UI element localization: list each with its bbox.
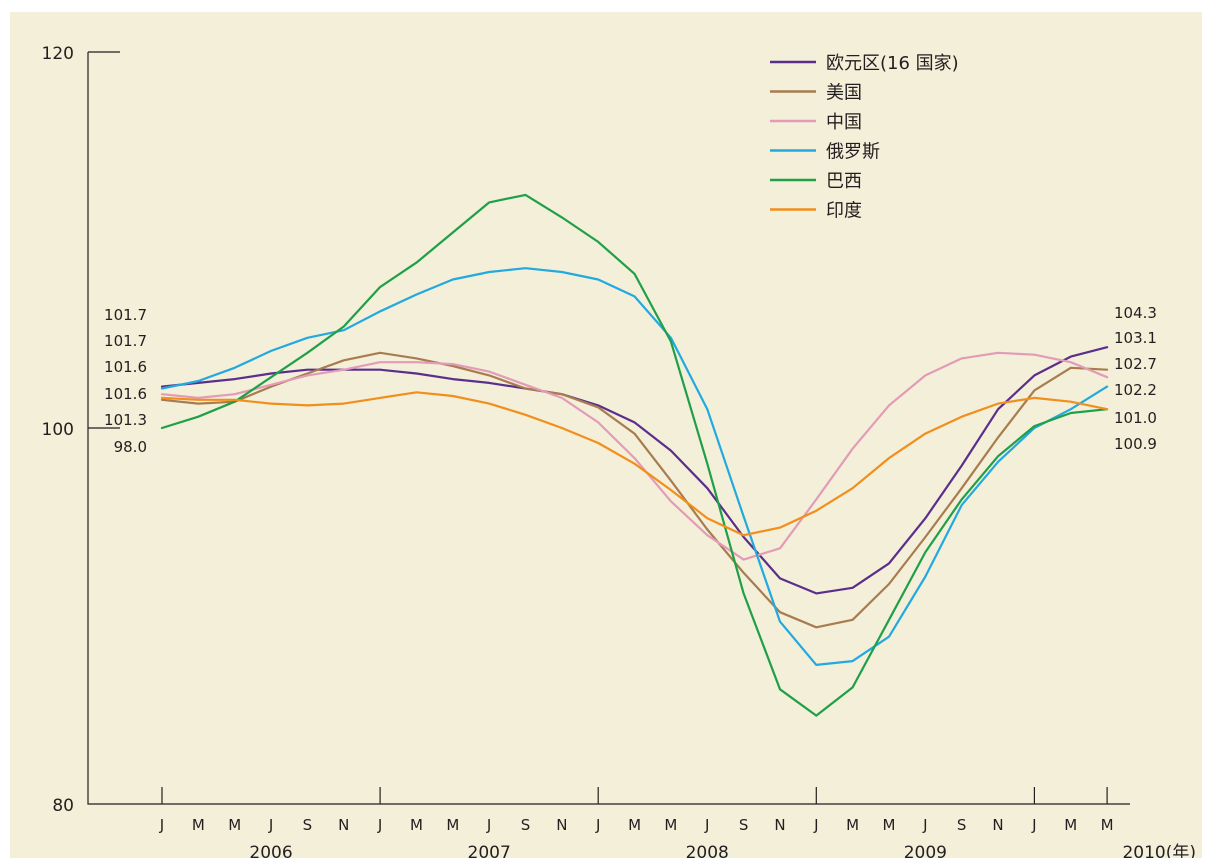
x-month-label: J bbox=[268, 816, 273, 834]
x-month-label: N bbox=[556, 816, 567, 834]
end-value-label: 104.3 bbox=[1114, 304, 1157, 322]
series-lines bbox=[160, 193, 1109, 717]
series-line bbox=[160, 193, 1109, 717]
start-value-label: 101.7 bbox=[104, 306, 147, 324]
x-month-label: S bbox=[739, 816, 749, 834]
x-month-label: N bbox=[774, 816, 785, 834]
legend-label: 巴西 bbox=[826, 171, 862, 192]
series-line bbox=[160, 346, 1109, 595]
x-month-label: M bbox=[1101, 816, 1114, 834]
start-value-label: 98.0 bbox=[114, 438, 147, 456]
legend-label: 俄罗斯 bbox=[826, 142, 880, 163]
axes bbox=[87, 51, 1130, 805]
x-month-label: S bbox=[303, 816, 313, 834]
series-line bbox=[160, 267, 1109, 667]
x-month-label: J bbox=[813, 816, 818, 834]
x-month-label: S bbox=[957, 816, 967, 834]
x-year-label: 2009 bbox=[904, 843, 947, 858]
x-unit-label: 2010(年) bbox=[1122, 843, 1196, 858]
x-month-label: S bbox=[521, 816, 531, 834]
legend-label: 美国 bbox=[826, 83, 862, 104]
x-month-label: M bbox=[446, 816, 459, 834]
x-month-label: J bbox=[159, 816, 164, 834]
y-tick-label: 80 bbox=[52, 796, 74, 816]
x-year-label: 2006 bbox=[249, 843, 292, 858]
end-value-label: 103.1 bbox=[1114, 329, 1157, 347]
x-month-label: J bbox=[1031, 816, 1036, 834]
x-month-label: M bbox=[228, 816, 241, 834]
x-year-label: 2007 bbox=[468, 843, 511, 858]
x-month-label: M bbox=[846, 816, 859, 834]
line-chart: 80 100 120 J M M J S N J M M J S N J M M J S N J M M J S N J M M 2006 2… bbox=[42, 44, 1196, 863]
series-line bbox=[160, 391, 1109, 537]
x-month-label: N bbox=[992, 816, 1003, 834]
end-value-label: 101.0 bbox=[1114, 409, 1157, 427]
chart-background: 80 100 120 J M M J S N J M M J S N J M M J S N J M M J S N J M M 2006 2… bbox=[10, 12, 1202, 863]
value-labels: 101.7 101.7 101.6 101.6 101.3 98.0 104.3 103.1 1… bbox=[104, 304, 1157, 456]
legend-label: 印度 bbox=[826, 201, 862, 222]
series-line bbox=[160, 351, 1109, 561]
end-value-label: 102.7 bbox=[1114, 355, 1157, 373]
end-value-label: 102.2 bbox=[1114, 381, 1157, 399]
y-tick-label: 120 bbox=[42, 44, 74, 64]
x-month-label: M bbox=[192, 816, 205, 834]
x-month-label: J bbox=[377, 816, 382, 834]
x-month-label: J bbox=[486, 816, 491, 834]
x-month-label: M bbox=[883, 816, 896, 834]
start-value-label: 101.7 bbox=[104, 332, 147, 350]
start-value-label: 101.6 bbox=[104, 385, 147, 403]
end-value-label: 100.9 bbox=[1114, 435, 1157, 453]
legend-label: 中国 bbox=[826, 112, 862, 133]
ticks: 80 100 120 J M M J S N J M M J S N J M M J S N J M M J S N J M M 2006 2… bbox=[42, 44, 1196, 863]
x-month-label: M bbox=[664, 816, 677, 834]
x-month-label: M bbox=[628, 816, 641, 834]
x-year-label: 2008 bbox=[686, 843, 729, 858]
y-tick-label: 100 bbox=[42, 420, 74, 440]
x-month-label: J bbox=[922, 816, 927, 834]
series-line bbox=[160, 351, 1109, 629]
start-value-label: 101.3 bbox=[104, 411, 147, 429]
x-month-label: M bbox=[1064, 816, 1077, 834]
x-month-label: J bbox=[704, 816, 709, 834]
x-month-label: M bbox=[410, 816, 423, 834]
axis-lines bbox=[87, 52, 1130, 805]
x-month-label: N bbox=[338, 816, 349, 834]
start-value-label: 101.6 bbox=[104, 358, 147, 376]
legend-label: 欧元区(16 国家) bbox=[826, 53, 959, 74]
x-month-label: J bbox=[595, 816, 600, 834]
